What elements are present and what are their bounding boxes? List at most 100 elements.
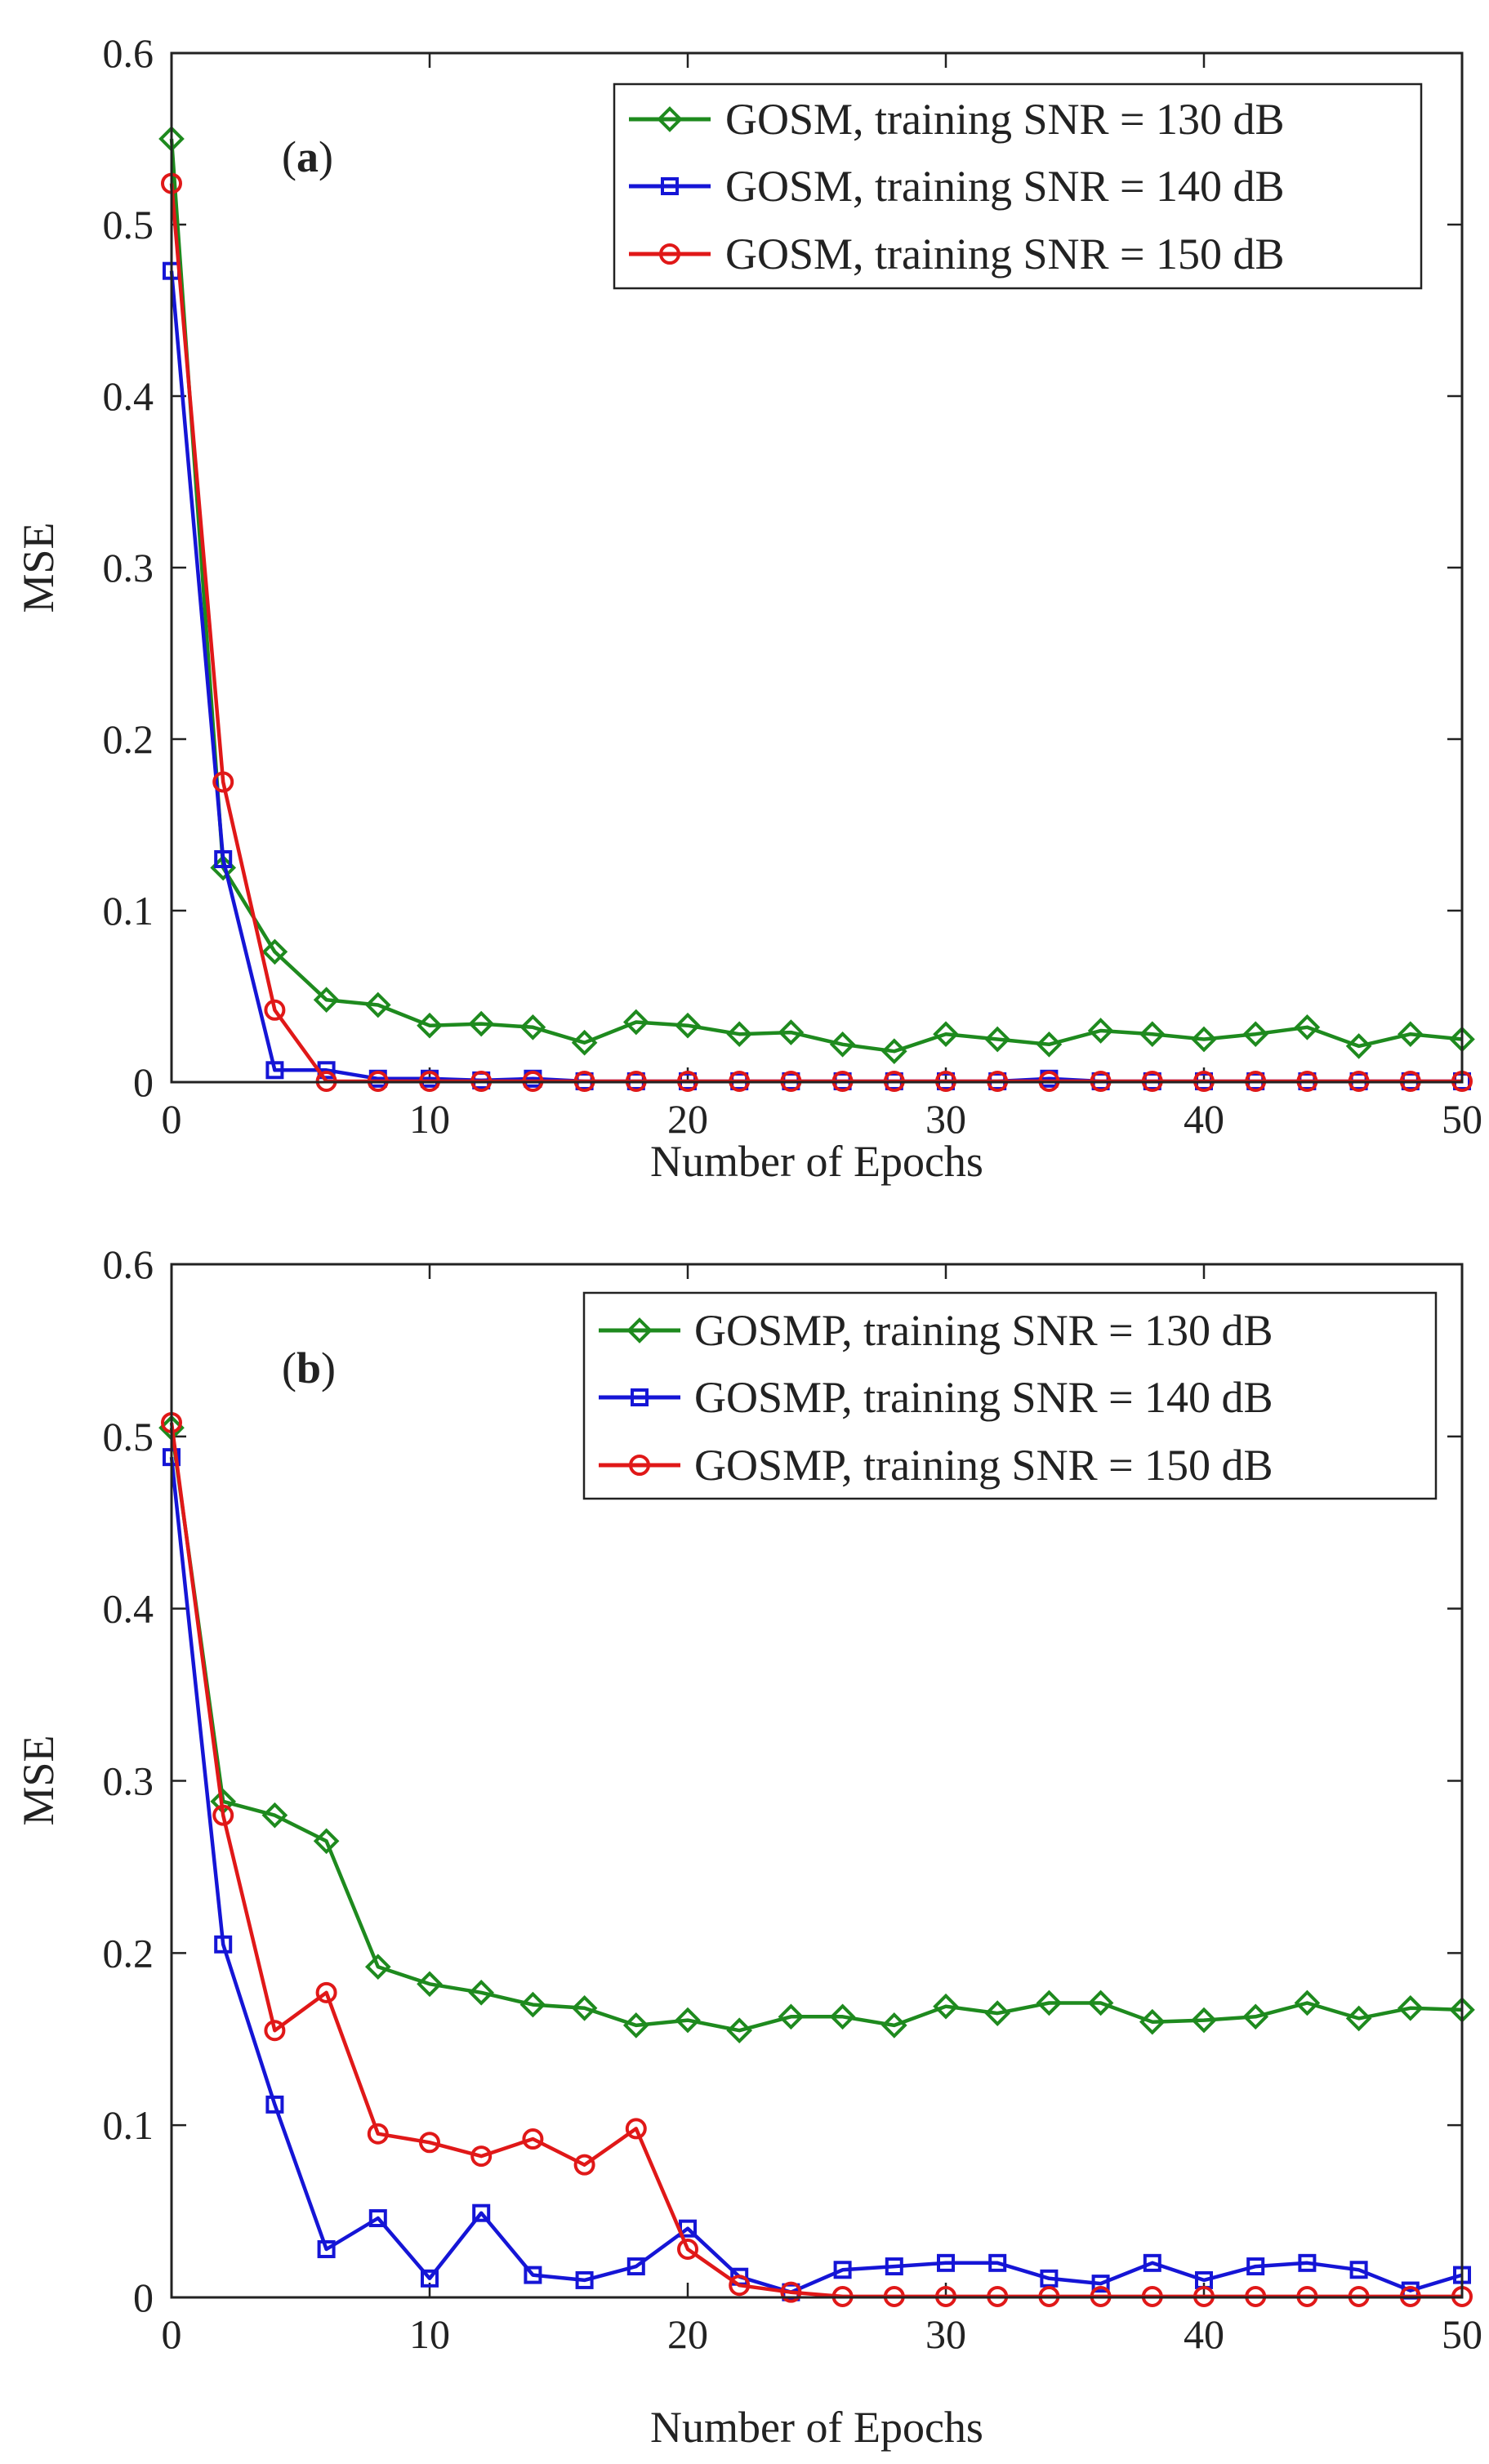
series-circle	[161, 172, 1473, 1092]
data-point-diamond	[1345, 1033, 1372, 1059]
data-point-square	[1040, 2269, 1059, 2288]
data-point-diamond	[468, 1979, 495, 2006]
data-point-diamond	[364, 1954, 391, 1981]
data-point-square	[661, 177, 679, 195]
data-point-circle	[212, 771, 234, 793]
data-point-diamond	[1397, 1021, 1424, 1048]
legend-entry: GOSMP, training SNR = 150 dB	[599, 1441, 1273, 1490]
y-tick-label: 0.3	[103, 545, 154, 590]
data-point-circle	[212, 1804, 234, 1826]
data-point-circle	[522, 2128, 544, 2150]
legend-entry: GOSM, training SNR = 140 dB	[629, 162, 1285, 211]
data-point-diamond	[1139, 1021, 1166, 1048]
y-tick-label: 0	[133, 2275, 154, 2320]
x-tick-label: 20	[667, 1096, 708, 1142]
data-point-circle	[659, 243, 680, 265]
data-point-circle	[780, 2281, 802, 2303]
panel-label-a: (a)	[282, 132, 333, 181]
legend-marker	[626, 1317, 653, 1343]
data-point-diamond	[778, 2003, 805, 2030]
y-tick-label: 0.5	[103, 202, 154, 247]
data-point-diamond	[933, 1993, 959, 2020]
plot-frame-a	[170, 51, 1464, 1084]
data-point-circle	[629, 1455, 650, 1476]
series-line	[169, 270, 1462, 1084]
data-point-square	[1349, 2261, 1368, 2279]
data-point-square	[214, 1935, 233, 1954]
legend-entry: GOSMP, training SNR = 130 dB	[599, 1306, 1273, 1355]
data-point-circle	[625, 2118, 647, 2140]
data-point-diamond	[1087, 1018, 1114, 1044]
y-tick-label: 0.6	[103, 1241, 154, 1287]
data-point-diamond	[417, 1971, 443, 1998]
legend-entry: GOSM, training SNR = 150 dB	[629, 229, 1285, 278]
y-axis-label-a: MSE	[14, 522, 63, 613]
data-point-square	[214, 850, 233, 868]
data-point-square	[265, 1061, 284, 1080]
data-point-diamond	[1087, 1989, 1114, 2016]
data-point-diamond	[933, 1021, 959, 1048]
data-point-diamond	[675, 2007, 701, 2034]
data-point-diamond	[1294, 1014, 1321, 1040]
y-tick-label: 0.1	[103, 888, 154, 933]
data-point-square	[631, 1388, 649, 1406]
x-tick-label: 10	[409, 1096, 450, 1142]
y-axis-label-b: MSE	[14, 1735, 63, 1825]
data-point-diamond	[675, 1012, 701, 1039]
x-tick-label: 0	[162, 1096, 182, 1142]
data-point-diamond	[1191, 1026, 1217, 1053]
data-point-circle	[367, 2123, 389, 2145]
series-line	[169, 1422, 1462, 2299]
data-point-square	[524, 2266, 542, 2284]
data-point-diamond	[1242, 1021, 1269, 1048]
y-tick-label: 0.1	[103, 2102, 154, 2148]
data-point-diamond	[364, 991, 391, 1018]
legend-box-b	[582, 1291, 1438, 1500]
data-point-diamond	[571, 1029, 598, 1056]
data-point-square	[626, 2257, 645, 2276]
data-point-diamond	[1036, 1989, 1063, 2016]
data-point-square	[833, 2261, 852, 2279]
x-tick-label: 40	[1184, 1096, 1224, 1142]
data-point-diamond	[880, 2012, 907, 2038]
data-point-diamond	[313, 987, 340, 1014]
data-point-circle	[264, 2020, 286, 2042]
x-tick-label: 30	[925, 1096, 966, 1142]
x-tick-label: 50	[1442, 1096, 1482, 1142]
data-point-diamond	[261, 1802, 288, 1829]
series-circle	[161, 1411, 1473, 2307]
data-point-diamond	[829, 2003, 856, 2030]
legend-label: GOSM, training SNR = 140 dB	[725, 162, 1285, 211]
x-tick-label: 20	[667, 2311, 708, 2357]
legend-entry: GOSMP, training SNR = 140 dB	[599, 1373, 1273, 1422]
series-diamond	[158, 1415, 1475, 2044]
series-line	[169, 1456, 1463, 2294]
y-tick-label: 0.2	[103, 716, 154, 762]
series-square	[163, 261, 1471, 1090]
legend-label: GOSMP, training SNR = 140 dB	[694, 1373, 1273, 1422]
legend-label: GOSMP, training SNR = 150 dB	[694, 1441, 1273, 1490]
data-point-diamond	[313, 1828, 340, 1855]
data-point-diamond	[984, 1026, 1011, 1053]
data-point-diamond	[571, 1994, 598, 2021]
data-point-square	[1246, 2257, 1265, 2276]
series-layer-b	[158, 1411, 1475, 2307]
y-tick-label: 0.3	[103, 1758, 154, 1804]
series-line	[169, 1427, 1463, 2033]
x-tick-label: 10	[409, 2311, 450, 2357]
data-point-square	[265, 2095, 284, 2114]
x-tick-label: 30	[925, 2311, 966, 2357]
data-point-square	[937, 2253, 955, 2272]
x-tick-label: 50	[1442, 2311, 1482, 2357]
data-point-circle	[677, 2238, 698, 2260]
data-point-diamond	[1397, 1994, 1424, 2021]
data-point-diamond	[778, 1019, 805, 1045]
data-point-square	[421, 2269, 439, 2288]
legend-marker	[661, 177, 679, 195]
chart-panel-a: 0 0.1 0.2 0.3 0.4 0.5 0.6 0 10 20 30 40 …	[14, 30, 1482, 1186]
y-tick-label: 0.4	[103, 373, 154, 419]
chart-panel-b: 0 0.1 0.2 0.3 0.4 0.5 0.6 0 10 20 30 40 …	[14, 1241, 1482, 2452]
data-point-diamond	[1036, 1031, 1063, 1058]
data-point-circle	[470, 2145, 493, 2168]
series-square	[163, 1448, 1471, 2301]
